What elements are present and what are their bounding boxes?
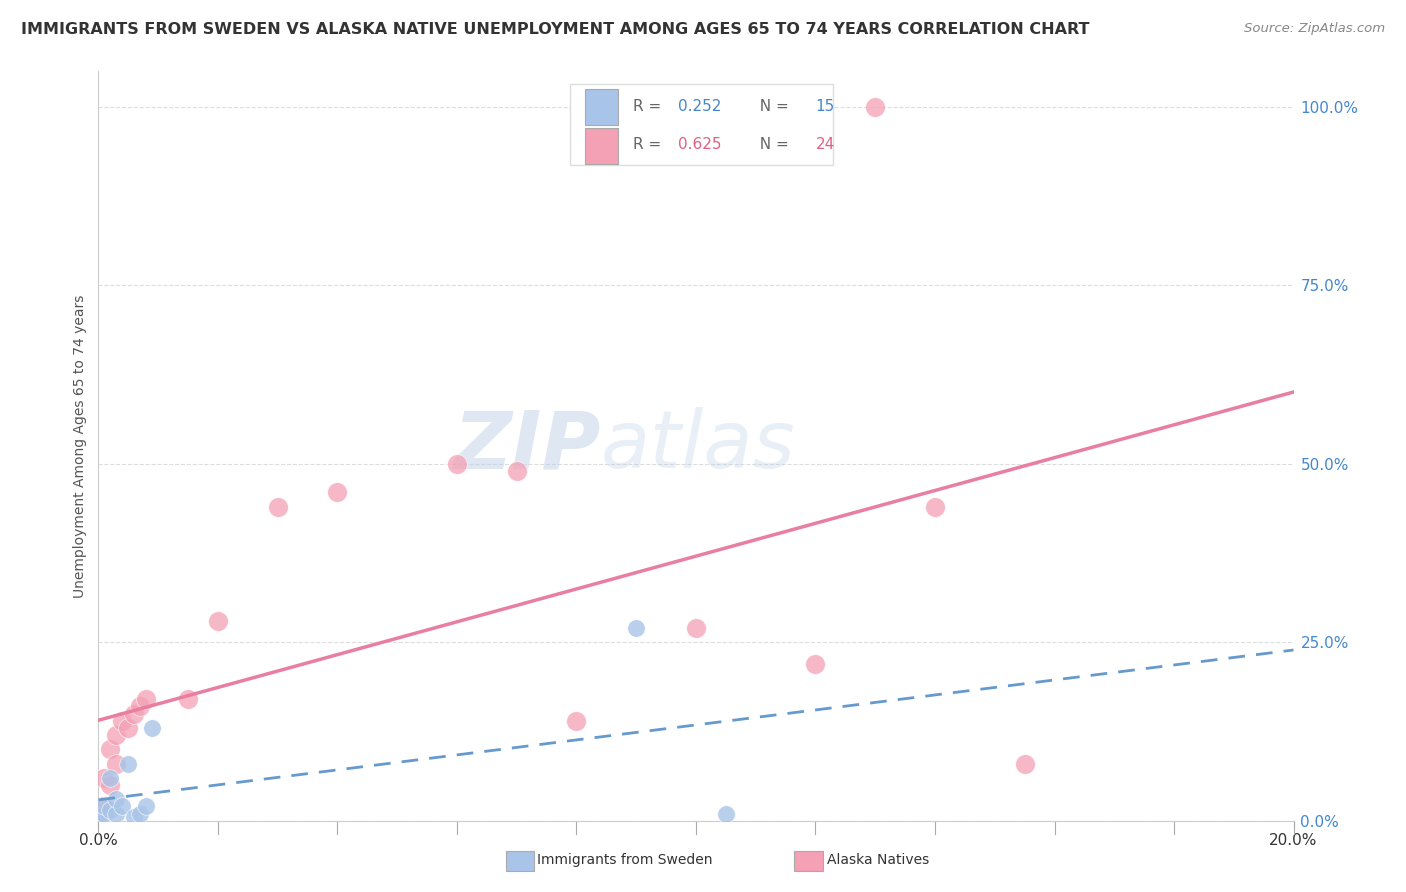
Point bbox=[626, 621, 648, 635]
Y-axis label: Unemployment Among Ages 65 to 74 years: Unemployment Among Ages 65 to 74 years bbox=[73, 294, 87, 598]
Text: 15: 15 bbox=[815, 99, 835, 113]
Point bbox=[111, 714, 134, 728]
Point bbox=[714, 806, 737, 821]
Point bbox=[98, 803, 122, 817]
Point bbox=[685, 621, 707, 635]
Point bbox=[129, 806, 152, 821]
Point bbox=[124, 810, 146, 824]
Text: R =: R = bbox=[633, 137, 666, 153]
Point bbox=[98, 742, 122, 756]
Bar bbox=[585, 89, 619, 125]
Point bbox=[565, 714, 588, 728]
Point bbox=[506, 464, 529, 478]
Point bbox=[87, 806, 110, 821]
Text: N =: N = bbox=[749, 137, 793, 153]
Point bbox=[326, 485, 349, 500]
Point bbox=[207, 614, 229, 628]
Point bbox=[141, 721, 163, 735]
Point bbox=[87, 810, 110, 824]
Text: atlas: atlas bbox=[600, 407, 796, 485]
Text: IMMIGRANTS FROM SWEDEN VS ALASKA NATIVE UNEMPLOYMENT AMONG AGES 65 TO 74 YEARS C: IMMIGRANTS FROM SWEDEN VS ALASKA NATIVE … bbox=[21, 22, 1090, 37]
Point bbox=[93, 799, 115, 814]
Point bbox=[124, 706, 146, 721]
Point bbox=[446, 457, 468, 471]
Point bbox=[98, 778, 122, 792]
Point bbox=[117, 756, 139, 771]
Point bbox=[135, 799, 157, 814]
Text: 0.625: 0.625 bbox=[678, 137, 721, 153]
Point bbox=[98, 771, 122, 785]
Point bbox=[105, 792, 128, 806]
Text: 24: 24 bbox=[815, 137, 835, 153]
Point bbox=[105, 756, 128, 771]
Text: N =: N = bbox=[749, 99, 793, 113]
Text: Alaska Natives: Alaska Natives bbox=[827, 853, 929, 867]
Point bbox=[135, 692, 157, 706]
Text: Source: ZipAtlas.com: Source: ZipAtlas.com bbox=[1244, 22, 1385, 36]
Point bbox=[865, 100, 887, 114]
Text: ZIP: ZIP bbox=[453, 407, 600, 485]
Point bbox=[924, 500, 946, 514]
Point bbox=[105, 806, 128, 821]
Point bbox=[1014, 756, 1036, 771]
Point bbox=[129, 699, 152, 714]
Point bbox=[804, 657, 827, 671]
Point bbox=[105, 728, 128, 742]
Point bbox=[93, 806, 115, 821]
FancyBboxPatch shape bbox=[571, 84, 834, 165]
Text: R =: R = bbox=[633, 99, 666, 113]
Point bbox=[267, 500, 290, 514]
Bar bbox=[585, 128, 619, 164]
Point bbox=[117, 721, 139, 735]
Point bbox=[93, 799, 115, 814]
Text: Immigrants from Sweden: Immigrants from Sweden bbox=[537, 853, 713, 867]
Point bbox=[177, 692, 200, 706]
Text: 0.252: 0.252 bbox=[678, 99, 721, 113]
Point bbox=[111, 799, 134, 814]
Point bbox=[93, 771, 115, 785]
